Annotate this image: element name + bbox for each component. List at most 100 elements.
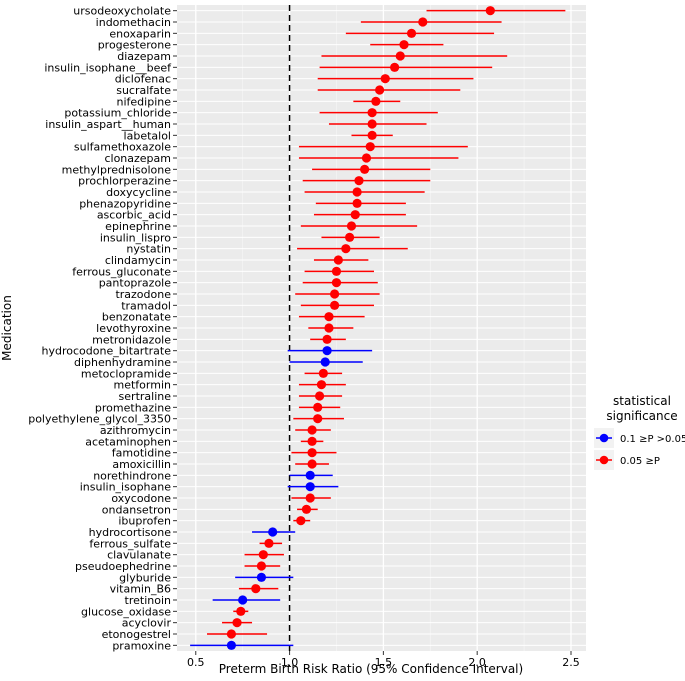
- y-tick-label: epinephrine: [105, 220, 171, 233]
- y-tick-label: clonazepam: [104, 152, 171, 165]
- y-tick-label: methylprednisolone: [62, 163, 172, 176]
- y-tick-label: pseudoephedrine: [75, 560, 171, 573]
- y-tick-label: metoclopramide: [81, 367, 171, 380]
- x-tick-label: 2.0: [468, 656, 486, 669]
- y-tick-label: vitamin_B6: [110, 583, 171, 596]
- y-tick-label: ondansetron: [102, 503, 171, 516]
- y-tick-label: norethindrone: [93, 469, 171, 482]
- estimate-point-progesterone: [399, 40, 409, 50]
- estimate-point-methylprednisolone: [360, 164, 370, 174]
- y-tick-label: nifedipine: [117, 95, 172, 108]
- estimate-point-phenazopyridine: [352, 198, 362, 208]
- y-tick-label: clindamycin: [105, 254, 171, 267]
- estimate-point-insulin_aspart__human: [367, 119, 377, 129]
- estimate-point-tramadol: [329, 300, 340, 310]
- estimate-point-ibuprofen: [296, 516, 306, 526]
- y-tick-label: famotidine: [112, 447, 171, 460]
- legend-title-line1: statistical: [613, 394, 671, 408]
- estimate-point-hydrocodone_bitartrate: [322, 346, 332, 356]
- y-tick-label: metformin: [114, 379, 171, 392]
- y-tick-label: clavulanate: [107, 549, 171, 562]
- y-tick-label: ferrous_gluconate: [72, 265, 171, 278]
- y-tick-label: nystatin: [126, 243, 171, 256]
- estimate-point-levothyroxine: [324, 323, 334, 333]
- y-tick-label: potassium_chloride: [64, 107, 171, 120]
- y-tick-label: diclofenac: [115, 73, 171, 86]
- y-tick-label: levothyroxine: [96, 322, 171, 335]
- estimate-point-metoclopramide: [318, 368, 328, 378]
- y-tick-label: sucralfate: [116, 84, 171, 97]
- y-tick-label: enoxaparin: [109, 27, 171, 40]
- estimate-point-glyburide: [256, 572, 267, 582]
- y-tick-label: insulin_isophane__beef: [44, 61, 172, 74]
- estimate-points: [226, 6, 495, 650]
- y-tick-label: tretinoin: [125, 594, 171, 607]
- estimate-point-insulin_isophane: [305, 482, 315, 492]
- estimate-point-potassium_chloride: [367, 108, 377, 118]
- y-tick-label: hydrocodone_bitartrate: [42, 345, 172, 358]
- estimate-point-tretinoin: [238, 595, 248, 605]
- legend-label-not_sig: 0.1 ≥P >0.05: [620, 434, 685, 445]
- estimate-point-labetalol: [367, 130, 377, 140]
- estimate-point-prochlorperazine: [354, 176, 364, 186]
- y-tick-label: ibuprofen: [118, 515, 171, 528]
- estimate-point-ondansetron: [301, 504, 312, 514]
- y-tick-label: metronidazole: [92, 333, 171, 346]
- y-tick-label: hydrocortisone: [89, 526, 172, 539]
- y-tick-label: prochlorperazine: [78, 175, 171, 188]
- legend-key-point: [599, 455, 609, 465]
- legend: statistical significance 0.1 ≥P >0.05 0.0…: [594, 394, 685, 470]
- y-axis-title: Medication: [0, 295, 14, 361]
- estimate-point-promethazine: [313, 402, 323, 412]
- y-tick-label: ursodeoxycholate: [73, 5, 171, 18]
- estimate-point-clindamycin: [333, 255, 343, 265]
- estimate-point-insulin_lispro: [345, 232, 355, 242]
- y-tick-label: sertraline: [119, 390, 172, 403]
- legend-keys: 0.1 ≥P >0.05 0.05 ≥P: [594, 428, 685, 470]
- y-tick-label: insulin_isophane: [80, 481, 171, 494]
- x-tick-label: 0.5: [187, 656, 205, 669]
- legend-label-sig: 0.05 ≥P: [620, 456, 660, 467]
- estimate-point-pantoprazole: [331, 278, 342, 288]
- estimate-point-norethindrone: [305, 470, 315, 480]
- y-tick-label: pantoprazole: [99, 277, 172, 290]
- estimate-point-epinephrine: [346, 221, 357, 231]
- x-tick-label: 1.0: [281, 656, 299, 669]
- y-tick-label: insulin_lispro: [100, 231, 171, 244]
- legend-key-point: [599, 433, 609, 443]
- x-axis-ticks: 0.5 1.0 1.5 2.0 2.5: [187, 651, 580, 669]
- estimate-point-indomethacin: [418, 17, 428, 27]
- estimate-point-ursodeoxycholate: [485, 6, 495, 16]
- y-tick-label: progesterone: [98, 39, 172, 52]
- y-tick-label: azithromycin: [100, 424, 171, 437]
- estimate-point-diphenhydramine: [320, 357, 330, 367]
- y-tick-label: promethazine: [95, 401, 171, 414]
- y-tick-label: pramoxine: [112, 639, 171, 652]
- estimate-point-nifedipine: [371, 96, 381, 106]
- estimate-point-diclofenac: [380, 74, 390, 84]
- estimate-point-metformin: [316, 380, 327, 390]
- estimate-point-amoxicillin: [307, 459, 317, 469]
- estimate-point-clonazepam: [361, 153, 372, 163]
- estimate-point-sucralfate: [375, 85, 385, 95]
- y-tick-label: diphenhydramine: [74, 356, 171, 369]
- x-tick-label: 1.5: [375, 656, 393, 669]
- y-tick-label: sulfamethoxazole: [74, 141, 171, 154]
- y-tick-label: tramadol: [121, 299, 171, 312]
- estimate-point-sertraline: [314, 391, 325, 401]
- estimate-point-glucose_oxidase: [236, 606, 246, 616]
- estimate-point-vitamin_B6: [251, 584, 261, 594]
- estimate-point-azithromycin: [307, 425, 317, 435]
- estimate-point-oxycodone: [305, 493, 315, 503]
- estimate-point-benzonatate: [324, 312, 334, 322]
- y-tick-label: polyethylene_glycol_3350: [28, 413, 171, 426]
- estimate-point-famotidine: [307, 448, 317, 458]
- y-tick-label: etonogestrel: [102, 628, 171, 641]
- y-tick-label: ascorbic_acid: [97, 209, 171, 222]
- y-tick-label: phenazopyridine: [79, 197, 171, 210]
- y-tick-label: glyburide: [119, 571, 171, 584]
- y-tick-label: indomethacin: [96, 16, 171, 29]
- estimate-point-insulin_isophane__beef: [390, 62, 400, 72]
- estimate-point-metronidazole: [322, 334, 332, 344]
